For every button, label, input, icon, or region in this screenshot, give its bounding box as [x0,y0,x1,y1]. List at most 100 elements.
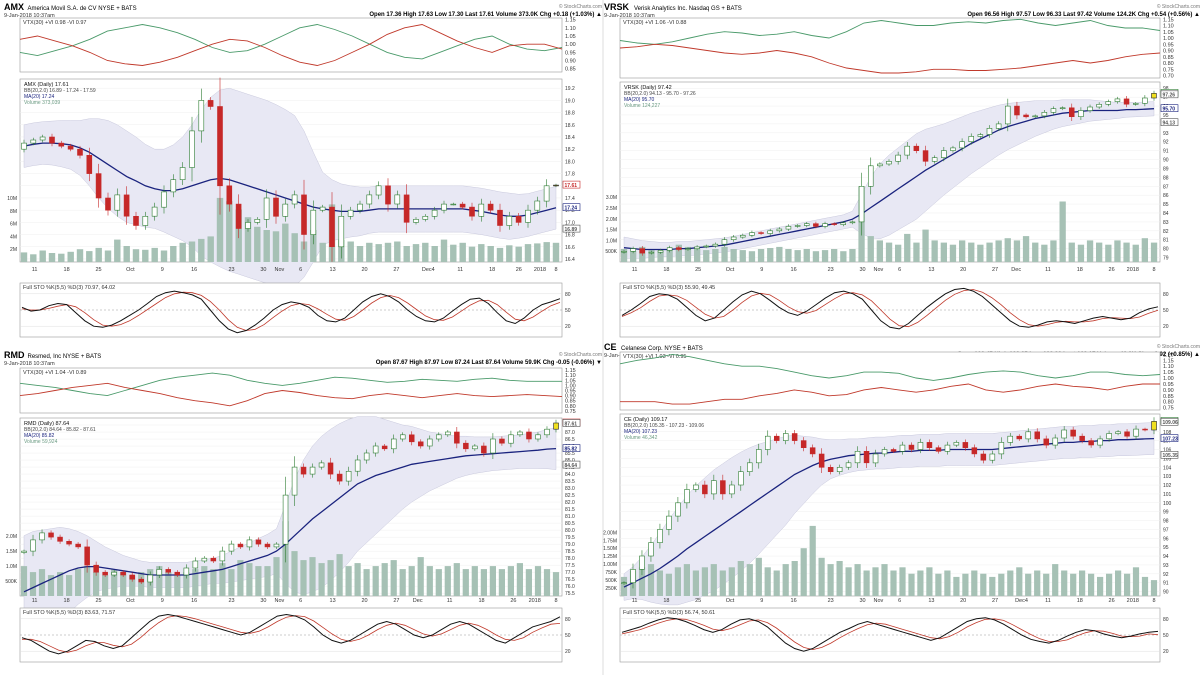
candle-body [535,434,541,440]
candle-body [385,185,391,205]
candle-body [84,546,90,566]
vtx-axis-tick: 1.15 [565,368,576,374]
candle-body [1114,98,1121,102]
volume-bar [210,569,217,596]
volume-bar [1059,201,1066,262]
price-flag: 17.24 [565,206,578,212]
price-axis-tick: 75.5 [565,591,575,597]
candle-body [431,209,438,217]
candle-body [1025,431,1032,440]
stochastic-axis-tick: 50 [1163,308,1169,314]
candle-body [472,445,478,450]
vtx-plus-line [19,372,562,397]
stochastic-d-line [621,618,1159,651]
candle-body [791,433,798,441]
volume-bar [922,229,929,262]
moving-average-line [623,108,1155,251]
volume-bar [120,572,127,596]
candle-body [785,226,792,230]
volume-bar [764,567,771,596]
vtx-axis-tick: 1.15 [1163,17,1174,23]
volume-bar [867,236,874,262]
date-axis-tick: 2018 [529,598,541,604]
candle-body [478,203,485,217]
date-axis-tick: 16 [791,267,797,273]
volume-bar [459,242,466,262]
price-flag-box [562,444,581,452]
bollinger-label: BB(20,2.0) 94.13 - 95.70 - 97.26 [624,91,696,97]
price-axis-tick: 79.5 [565,535,575,541]
candle-body [399,434,406,440]
volume-bar [319,242,326,262]
price-axis-tick: 97 [1163,527,1169,533]
candle-body [183,567,190,576]
volume-bar [403,246,410,262]
candle-body [354,459,361,472]
date-axis-tick: 11 [32,598,38,604]
candle-body [426,438,433,447]
volume-bar [1141,238,1148,262]
volume-bar [885,242,893,262]
price-axis-tick: 84 [1163,211,1169,217]
price-axis-tick: 79.0 [565,542,575,548]
vtx-axis-tick: 0.85 [1163,55,1174,61]
candle-body [21,142,27,150]
candle-body [657,250,664,253]
volume-bar [237,560,244,596]
volume-bar [721,246,728,262]
candle-body [39,532,45,541]
ma-label: MA(20) 17.24 [24,94,55,100]
volume-bar [908,573,915,596]
date-axis-tick: 18 [1077,267,1083,273]
candle-body [189,130,195,168]
volume-bar [58,253,65,262]
volume-bar [675,244,682,262]
volume-bar [703,250,710,262]
volume-axis-tick: 2.0M [6,534,17,540]
candle-body [129,574,136,580]
candle-body [138,578,145,583]
volume-bar [390,560,397,596]
candle-body [767,230,773,234]
vtx-axis-tick: 0.85 [1163,394,1174,400]
candle-body [508,434,514,444]
price-axis-tick: 81.0 [565,514,575,520]
date-axis-tick: 20 [960,598,966,604]
volume-label: Volume 46,342 [624,435,658,441]
candle-body [198,100,205,132]
candle-body [66,540,72,545]
date-axis-tick: 13 [330,598,336,604]
price-axis-tick: 95 [1163,113,1169,119]
candle-body [490,438,496,454]
volume-bar [354,563,361,596]
candle-body [818,453,825,468]
price-axis-tick: 18.0 [565,159,575,165]
vtx-minus-line [19,24,563,66]
candle-body [226,185,233,205]
candle-body [1096,104,1102,108]
vtx-label: VTX(30) +VI 0.98 -VI 0.97 [23,20,86,26]
candle-body [1087,106,1093,111]
volume-bar [986,242,993,262]
price-flag: 85.82 [565,446,578,452]
candle-body [904,145,910,156]
candle-body [273,543,280,548]
volume-bar [30,254,37,262]
candle-body [95,173,102,199]
date-axis-tick: 18 [663,267,669,273]
vtx-pane [619,17,1161,79]
price-axis-tick: 98 [1163,519,1169,525]
price-axis-tick: 78.0 [565,556,575,562]
candle-body [630,248,636,252]
volume-bar [366,242,373,262]
stochastic-d-line [21,291,561,331]
price-axis-tick: 91 [1163,581,1169,587]
candle-body [1007,435,1013,443]
volume-bar [748,251,756,262]
volume-bar [282,223,289,262]
candle-body [133,216,139,226]
candle-body [463,442,469,450]
stochastic-pane [19,607,563,663]
moving-average-line [23,447,557,593]
vtx-axis-tick: 0.90 [565,394,576,400]
